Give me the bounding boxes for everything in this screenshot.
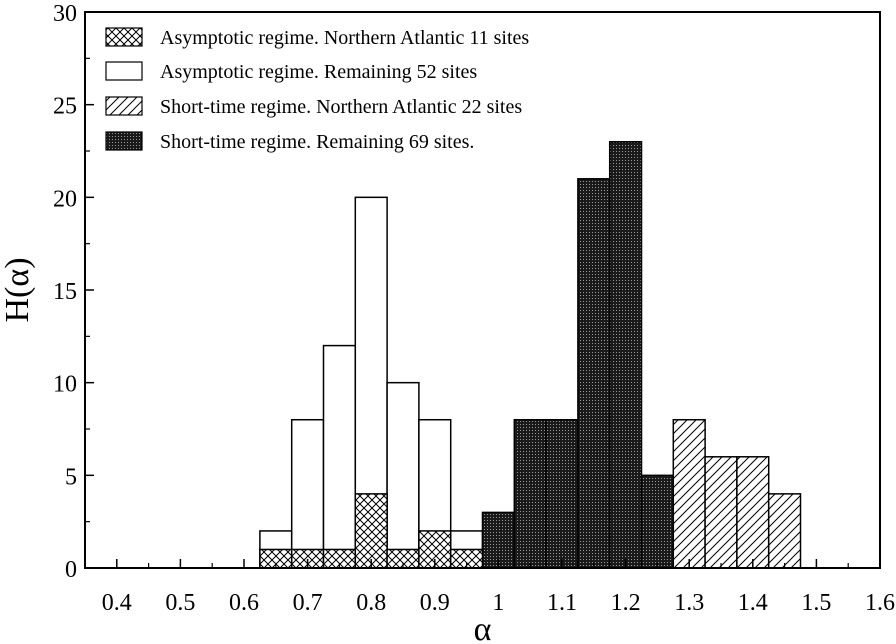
x-tick-label: 1.4 [738, 590, 768, 616]
x-tick-label: 0.5 [165, 590, 195, 616]
legend-swatch-short-na [105, 96, 143, 116]
bar-crosshatch-3 [354, 493, 388, 569]
x-tick-label: 1.3 [674, 590, 704, 616]
x-tick-label: 0.7 [293, 590, 323, 616]
x-axis-title: α [474, 611, 492, 644]
x-tick-label: 1.5 [801, 590, 831, 616]
bar-dense-dots-4 [608, 140, 643, 569]
bar-white-2 [322, 344, 357, 569]
x-tick-label: 0.8 [356, 590, 386, 616]
x-tick-label: 1.2 [611, 590, 641, 616]
bar-white-1 [290, 418, 325, 569]
ticks-layer: 0.4 0.5 0.6 0.7 0.8 0.9 1 1.1 1.2 1.3 1.4 1.5 1.6 0 5 1… [53, 1, 895, 616]
bar-diagonal-2 [736, 456, 770, 569]
bar-diagonal-0 [672, 418, 706, 569]
x-tick-label: 0.4 [102, 590, 132, 616]
legend-swatch-asymptotic-remaining [105, 61, 143, 81]
legend-swatch-short-remaining [105, 131, 143, 151]
legend-label-asymptotic-remaining: Asymptotic regime. Remaining 52 sites [160, 61, 477, 83]
bar-dense-dots-3 [577, 178, 611, 569]
x-tick-label: 0.6 [229, 590, 259, 616]
y-tick-label: 25 [53, 94, 77, 120]
bar-dense-dots-0 [481, 511, 516, 569]
bar-white-4 [386, 381, 420, 569]
y-tick-label: 20 [53, 186, 77, 212]
x-tick-label: 0.9 [420, 590, 450, 616]
bar-diagonal-1 [704, 456, 738, 569]
legend: Asymptotic regime. Northern Atlantic 11 … [105, 27, 529, 153]
x-tick-label: 1.6 [865, 590, 895, 616]
bars-layer [85, 140, 880, 569]
y-axis-title: H(α) [0, 257, 36, 322]
y-tick-label: 30 [53, 1, 77, 27]
y-tick-label: 0 [65, 557, 77, 583]
legend-swatch-asymptotic-na [105, 27, 143, 47]
bar-dense-dots-1 [513, 418, 547, 569]
bar-dense-dots-2 [545, 418, 579, 569]
legend-label-short-remaining: Short-time regime. Remaining 69 sites. [160, 131, 474, 153]
bar-dense-dots-5 [640, 474, 675, 569]
x-tick-label: 1.1 [547, 590, 577, 616]
y-tick-label: 10 [53, 372, 77, 398]
legend-label-short-na: Short-time regime. Northern Atlantic 22 … [160, 96, 522, 118]
x-tick-label: 1 [492, 590, 504, 616]
y-tick-label: 15 [53, 279, 77, 305]
y-tick-label: 5 [65, 464, 77, 490]
legend-label-asymptotic-na: Asymptotic regime. Northern Atlantic 11 … [160, 27, 529, 49]
bar-diagonal-3 [767, 493, 802, 569]
